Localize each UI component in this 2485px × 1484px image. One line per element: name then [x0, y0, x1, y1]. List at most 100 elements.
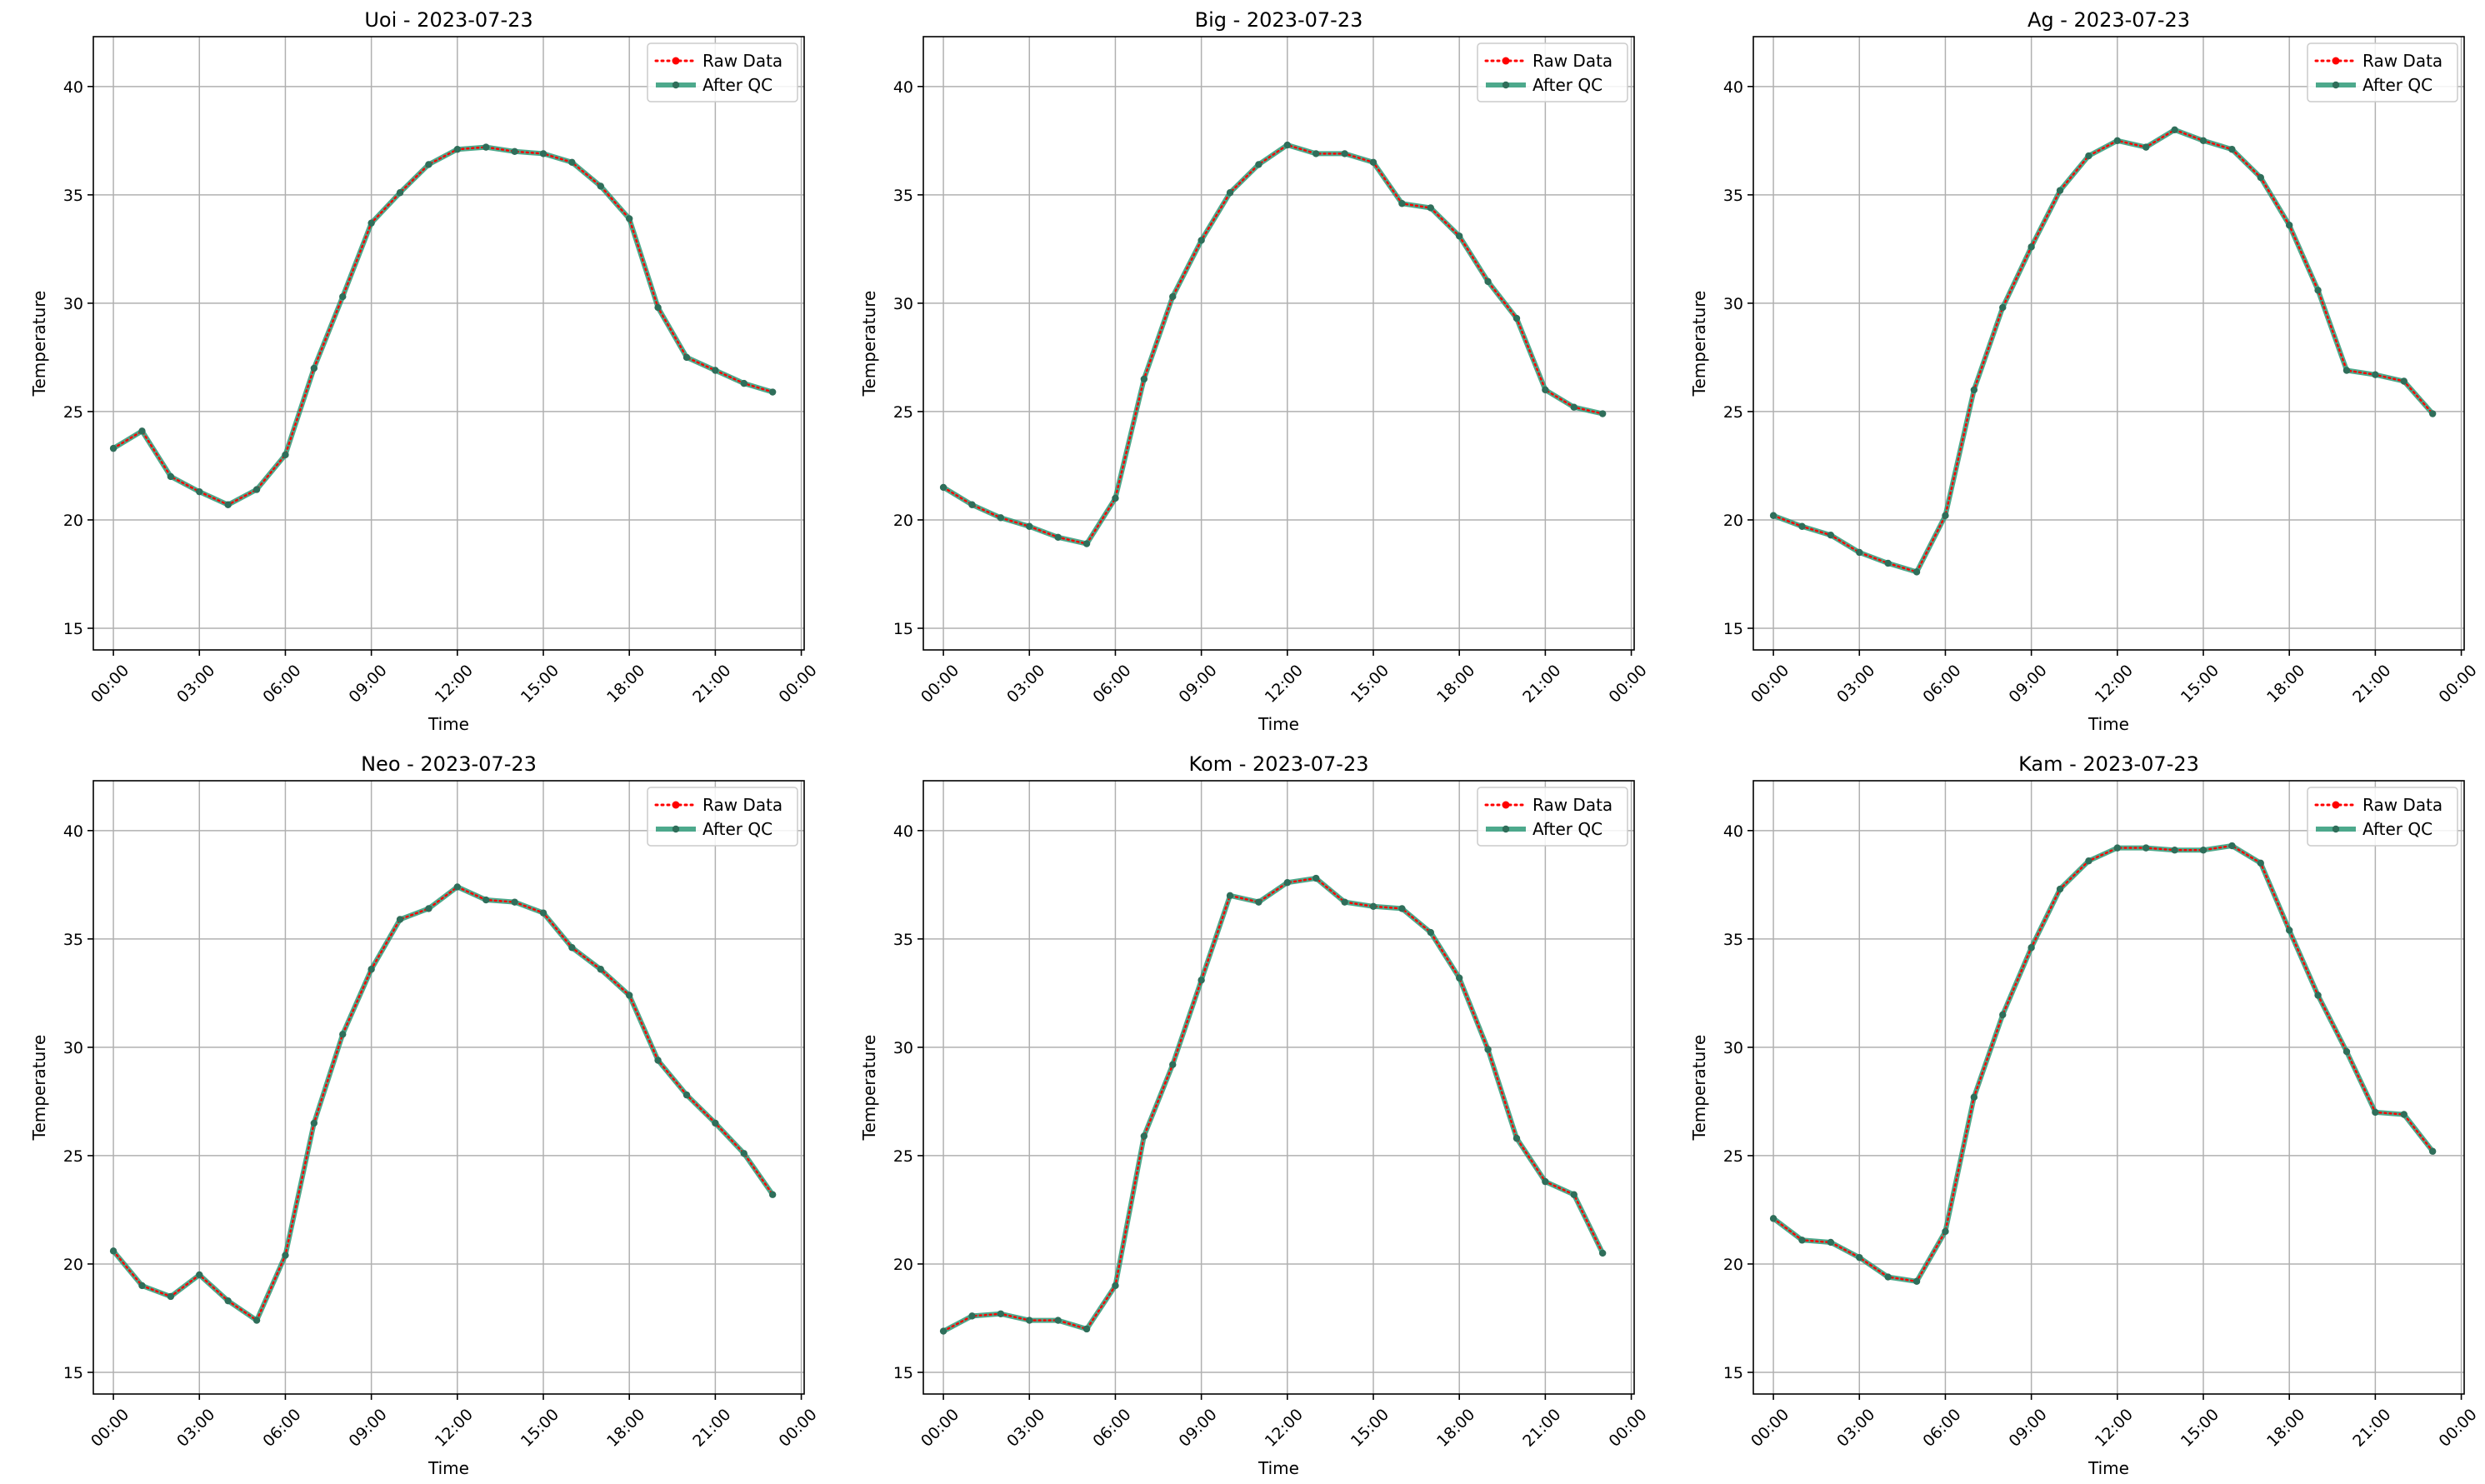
- legend-marker-after-qc: [672, 825, 680, 833]
- x-tick-label: 18:00: [603, 1406, 648, 1451]
- x-tick-label: 03:00: [1833, 662, 1878, 707]
- data-point: [1884, 1273, 1892, 1281]
- x-tick-label: 09:00: [1175, 1406, 1220, 1451]
- data-point: [1169, 292, 1177, 301]
- data-point: [1226, 892, 1234, 900]
- x-tick-label: 12:00: [1262, 1406, 1307, 1451]
- data-point: [1912, 568, 1921, 576]
- data-point: [1427, 928, 1434, 937]
- data-point: [425, 161, 432, 168]
- data-point: [2285, 222, 2293, 229]
- data-point: [167, 1292, 175, 1301]
- data-point: [482, 896, 490, 904]
- data-point: [1912, 1277, 1921, 1285]
- data-point: [1827, 531, 1835, 539]
- legend-label-after-qc: After QC: [1532, 819, 1602, 839]
- subplot-2: 15 20 25 30 35 40 00:00 03:00 06:00 09:00 12:00 15:…: [859, 8, 1651, 734]
- data-point: [310, 1119, 318, 1127]
- legend-marker-after-qc: [672, 81, 680, 89]
- y-tick-label: 35: [63, 931, 83, 949]
- series-line-after-qc: [112, 144, 774, 507]
- data-point: [453, 883, 462, 891]
- y-tick-label: 30: [1723, 295, 1743, 313]
- axes-frame: [922, 780, 1635, 1395]
- y-axis-label: Temperature: [1689, 291, 1709, 397]
- y-tick-label: 35: [1723, 187, 1743, 205]
- x-tick-label: 21:00: [2349, 1406, 2394, 1451]
- series-line-after-qc: [942, 876, 1605, 1334]
- data-point: [2171, 126, 2178, 134]
- y-tick-label: 20: [63, 1256, 83, 1274]
- subplot-5: 15 20 25 30 35 40 00:00 03:00 06:00 09:00 12:00 15:…: [859, 752, 1651, 1478]
- x-tick-label: 06:00: [1919, 1406, 1964, 1451]
- data-point: [2142, 844, 2150, 852]
- legend-marker-after-qc: [1502, 81, 1510, 89]
- x-tick-label: 12:00: [2092, 1406, 2137, 1451]
- data-point: [196, 487, 203, 496]
- legend-label-after-qc: After QC: [702, 819, 772, 839]
- x-tick-label: 21:00: [689, 1406, 734, 1451]
- data-point: [1455, 232, 1463, 240]
- subplot-1: 15 20 25 30 35 40 00:00 03:00 06:00 09:00 12:00 15:…: [29, 8, 821, 734]
- legend-marker-after-qc: [1502, 825, 1510, 833]
- legend-label-raw-data: Raw Data: [1532, 795, 1612, 815]
- x-axis-label: Time: [1258, 1458, 1299, 1478]
- data-point: [138, 427, 146, 435]
- x-tick-label: 21:00: [1519, 1406, 1564, 1451]
- y-tick-label: 40: [63, 822, 83, 841]
- data-point: [482, 143, 490, 151]
- data-point: [2428, 410, 2437, 417]
- y-tick-label: 20: [1723, 512, 1743, 530]
- legend-marker-raw-data: [1502, 801, 1510, 809]
- data-point: [1369, 902, 1378, 911]
- y-tick-label: 40: [893, 78, 913, 97]
- x-tick-label: 03:00: [1833, 1406, 1878, 1451]
- data-point: [654, 1057, 662, 1064]
- legend-marker-raw-data: [2332, 57, 2340, 65]
- data-point: [712, 1119, 719, 1127]
- y-tick-label: 30: [63, 295, 83, 313]
- x-tick-label: 00:00: [1605, 662, 1650, 707]
- data-point: [2228, 842, 2236, 850]
- data-point: [1140, 1132, 1148, 1140]
- data-point: [1169, 1061, 1177, 1068]
- axes-frame: [1752, 780, 2465, 1395]
- series-line-raw-data: [1772, 844, 2434, 1283]
- y-tick-label: 25: [1723, 1147, 1743, 1166]
- y-tick-label: 30: [893, 1039, 913, 1057]
- legend-label-raw-data: Raw Data: [2362, 795, 2442, 815]
- x-tick-label: 18:00: [603, 662, 648, 707]
- legend-label-raw-data: Raw Data: [1532, 51, 1612, 71]
- axes-frame: [1752, 36, 2465, 651]
- data-point: [968, 501, 976, 508]
- data-point: [2028, 243, 2035, 251]
- axes-frame: [922, 36, 1635, 651]
- x-tick-label: 03:00: [173, 662, 218, 707]
- data-point: [1970, 386, 1978, 394]
- data-point: [1484, 1046, 1492, 1053]
- x-tick-label: 15:00: [1348, 1406, 1392, 1451]
- y-axis-label: Temperature: [859, 1035, 879, 1142]
- y-tick-label: 20: [893, 1256, 913, 1274]
- data-point: [2085, 152, 2092, 160]
- data-point: [2400, 377, 2408, 385]
- x-tick-label: 12:00: [1262, 662, 1307, 707]
- y-tick-label: 15: [63, 1364, 83, 1382]
- series-line-after-qc: [1772, 843, 2435, 1284]
- data-point: [2142, 143, 2150, 151]
- data-point: [968, 1312, 976, 1320]
- y-tick-label: 40: [1723, 78, 1743, 97]
- y-tick-label: 20: [1723, 1256, 1743, 1274]
- y-tick-label: 25: [1723, 403, 1743, 422]
- data-point: [1198, 977, 1205, 984]
- legend-label-after-qc: After QC: [2362, 75, 2432, 95]
- data-point: [997, 1310, 1005, 1317]
- data-point: [1856, 548, 1863, 557]
- data-point: [2285, 927, 2293, 934]
- x-axis-label: Time: [428, 1458, 469, 1478]
- y-tick-label: 15: [893, 620, 913, 638]
- y-tick-label: 20: [893, 512, 913, 530]
- y-tick-label: 30: [63, 1039, 83, 1057]
- data-point: [368, 219, 375, 227]
